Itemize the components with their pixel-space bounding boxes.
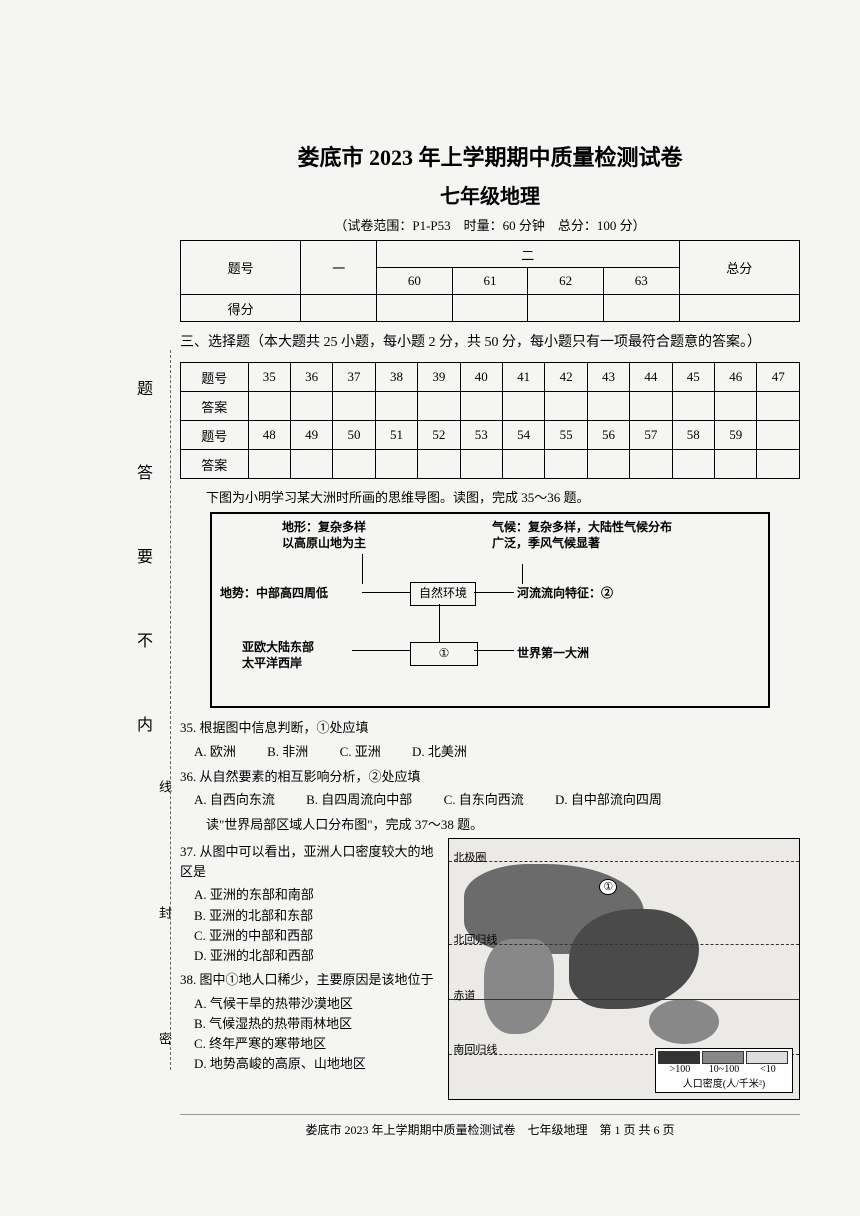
node-blank1: ①: [410, 642, 478, 666]
row-label: 答案: [181, 392, 249, 421]
score-cell: 63: [603, 268, 679, 295]
table-row: 答案: [181, 392, 800, 421]
score-th: 题号: [181, 241, 301, 295]
q36-C: C. 自东向西流: [444, 790, 524, 811]
table-row: 题号 48 49 50 51 52 53 54 55 56 57 58 59: [181, 421, 800, 450]
map-caption: 读"世界局部区域人口分布图"，完成 37～38 题。: [180, 815, 800, 835]
margin-vertical-text: 题 答 要 不 内: [130, 380, 154, 758]
q35-D: D. 北美洲: [412, 742, 467, 763]
score-label: 得分: [181, 295, 301, 322]
row-label: 题号: [181, 421, 249, 450]
label-tropic-s: 南回归线: [453, 1041, 497, 1057]
q38-D: D. 地势高峻的高原、山地地区: [194, 1054, 440, 1074]
margin-dashed-line: [170, 350, 171, 1070]
q37-B: B. 亚洲的北部和东部: [194, 906, 440, 926]
score-th: 二: [377, 241, 680, 268]
q35-stem: 35. 根据图中信息判断，①处应填: [180, 718, 800, 738]
q36-D: D. 自中部流向四周: [555, 790, 662, 811]
q36-A: A. 自西向东流: [194, 790, 275, 811]
q36-B: B. 自四周流向中部: [306, 790, 412, 811]
score-cell: 61: [452, 268, 528, 295]
answer-table: 题号 35 36 37 38 39 40 41 42 43 44 45 46 4…: [180, 362, 800, 479]
exam-page: 题 答 要 不 内 线 封 密 娄底市 2023 年上学期期中质量检测试卷 七年…: [0, 0, 860, 1216]
map-legend: >100 10~100 <10 人口密度(人/千米²): [655, 1048, 793, 1093]
label-arctic: 北极圈: [453, 849, 486, 865]
node-topography: 地形：复杂多样 以高原山地为主: [282, 520, 402, 551]
page-footer: 娄底市 2023 年上学期期中质量检测试卷 七年级地理 第 1 页 共 6 页: [180, 1114, 800, 1138]
node-rivers: 河流流向特征：②: [517, 586, 613, 602]
page-subtitle: 七年级地理: [180, 180, 800, 209]
score-table: 题号 一 二 总分 60 61 62 63 得分: [180, 240, 800, 322]
q38-B: B. 气候湿热的热带雨林地区: [194, 1014, 440, 1034]
table-row: 答案: [181, 450, 800, 479]
score-cell: 60: [377, 268, 453, 295]
q37-A: A. 亚洲的东部和南部: [194, 885, 440, 905]
node-location: 亚欧大陆东部 太平洋西岸: [242, 640, 352, 671]
mindmap-diagram: 地形：复杂多样 以高原山地为主 气候：复杂多样，大陆性气候分布广泛，季风气候显著…: [210, 512, 770, 708]
q37-stem: 37. 从图中可以看出，亚洲人口密度较大的地区是: [180, 842, 440, 881]
q37-D: D. 亚洲的北部和西部: [194, 946, 440, 966]
q36-options: A. 自西向东流 B. 自四周流向中部 C. 自东向西流 D. 自中部流向四周: [194, 790, 800, 811]
mindmap-caption: 下图为小明学习某大洲时所画的思维导图。读图，完成 35～36 题。: [180, 487, 800, 506]
score-th: 一: [301, 241, 377, 295]
node-center: 自然环境: [410, 582, 476, 606]
score-cell: 62: [528, 268, 604, 295]
table-row: 题号 35 36 37 38 39 40 41 42 43 44 45 46 4…: [181, 363, 800, 392]
q35-A: A. 欧洲: [194, 742, 236, 763]
page-title: 娄底市 2023 年上学期期中质量检测试卷: [180, 140, 800, 172]
section-3-title: 三、选择题（本大题共 25 小题，每小题 2 分，共 50 分，每小题只有一项最…: [180, 332, 800, 354]
exam-info: （试卷范围：P1-P53 时量：60 分钟 总分：100 分）: [180, 215, 800, 234]
q35-C: C. 亚洲: [340, 742, 381, 763]
q37-C: C. 亚洲的中部和西部: [194, 926, 440, 946]
row-label: 题号: [181, 363, 249, 392]
q35-B: B. 非洲: [267, 742, 308, 763]
label-equator: 赤道: [453, 987, 475, 1003]
q38-C: C. 终年严寒的寒带地区: [194, 1034, 440, 1054]
q35-options: A. 欧洲 B. 非洲 C. 亚洲 D. 北美洲: [194, 742, 800, 763]
q38-A: A. 气候干旱的热带沙漠地区: [194, 994, 440, 1014]
q38-stem: 38. 图中①地人口稀少，主要原因是该地位于: [180, 970, 440, 990]
label-tropic-n: 北回归线: [453, 931, 497, 947]
margin-labels: 线 封 密: [155, 780, 174, 1095]
node-terrain: 地势：中部高四周低: [220, 586, 328, 602]
legend-title: 人口密度(人/千米²): [658, 1075, 790, 1090]
q37-38-block: 37. 从图中可以看出，亚洲人口密度较大的地区是 A. 亚洲的东部和南部 B. …: [180, 838, 800, 1100]
node-largest: 世界第一大洲: [517, 646, 589, 662]
population-map: 北极圈 北回归线 赤道 南回归线 ① >100 10~100 <10 人口密度(…: [448, 838, 800, 1100]
row-label: 答案: [181, 450, 249, 479]
node-climate: 气候：复杂多样，大陆性气候分布广泛，季风气候显著: [492, 520, 682, 551]
score-th: 总分: [679, 241, 799, 295]
q36-stem: 36. 从自然要素的相互影响分析，②处应填: [180, 767, 800, 787]
